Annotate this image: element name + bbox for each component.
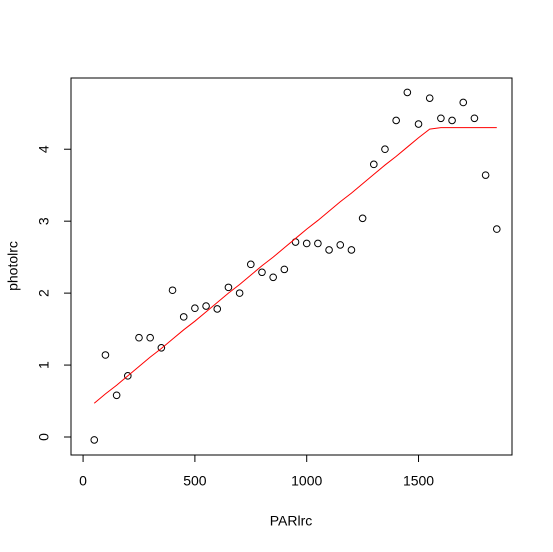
- x-tick-label: 0: [79, 473, 87, 489]
- x-axis-title: PARlrc: [270, 513, 313, 529]
- data-point: [224, 283, 233, 292]
- data-point: [403, 88, 412, 97]
- data-point: [369, 160, 378, 169]
- data-point: [425, 94, 434, 102]
- y-tick-label: 2: [36, 289, 52, 297]
- data-point: [269, 273, 277, 282]
- data-point: [280, 265, 289, 274]
- y-tick-label: 4: [36, 145, 52, 153]
- data-point: [90, 436, 99, 444]
- data-point: [414, 120, 423, 128]
- data-point: [481, 171, 490, 179]
- data-point: [325, 246, 333, 254]
- x-tick-label: 1500: [403, 473, 434, 489]
- y-tick-label: 3: [36, 217, 52, 225]
- data-point: [358, 214, 367, 223]
- data-point: [336, 241, 345, 249]
- data-point: [168, 286, 177, 295]
- data-point: [112, 391, 121, 400]
- data-point: [392, 116, 400, 125]
- x-tick-label: 500: [183, 473, 207, 489]
- data-point: [146, 333, 154, 342]
- data-point: [135, 333, 143, 342]
- y-tick-label: 0: [36, 433, 52, 441]
- plot-frame: [70, 77, 513, 456]
- data-point: [459, 98, 468, 107]
- data-point: [179, 313, 188, 321]
- data-point: [101, 351, 110, 359]
- y-tick-label: 1: [36, 361, 52, 369]
- data-point: [202, 302, 210, 310]
- data-point: [381, 145, 389, 154]
- data-point: [258, 268, 266, 277]
- data-point: [235, 289, 244, 297]
- fit-line: [93, 127, 497, 404]
- data-point: [448, 116, 456, 125]
- y-axis-title: photolrc: [5, 241, 21, 291]
- data-point: [470, 114, 479, 123]
- data-point: [124, 372, 132, 380]
- data-point: [347, 246, 356, 254]
- data-point: [302, 239, 311, 248]
- data-point: [437, 114, 445, 123]
- data-point: [191, 304, 199, 313]
- data-point: [492, 225, 501, 233]
- data-point: [246, 260, 255, 269]
- data-point: [213, 305, 222, 313]
- data-point: [157, 343, 166, 352]
- x-tick-label: 1000: [291, 473, 322, 489]
- data-point: [314, 239, 322, 248]
